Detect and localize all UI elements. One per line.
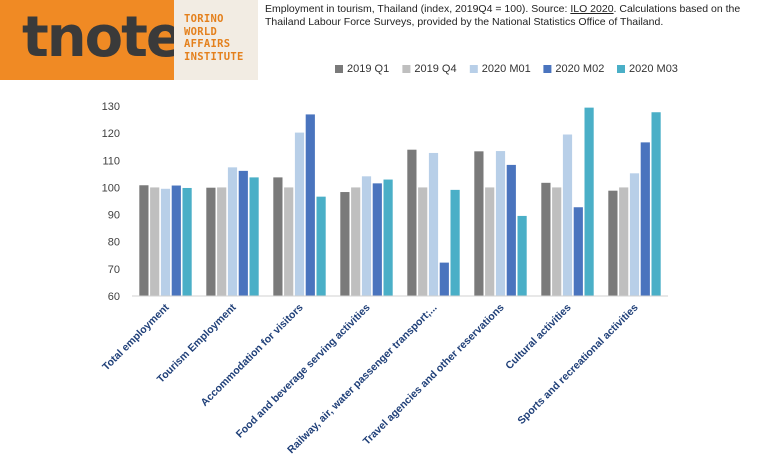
bar — [217, 187, 227, 296]
bar — [206, 187, 216, 296]
bar — [351, 187, 361, 296]
bar — [428, 152, 439, 296]
bar — [619, 187, 629, 296]
bar — [273, 177, 283, 296]
bar — [418, 187, 428, 296]
y-tick-label: 120 — [102, 128, 120, 140]
legend-label: 2020 M01 — [482, 63, 531, 75]
bar — [584, 107, 594, 296]
bar — [562, 134, 573, 296]
bar — [294, 132, 305, 296]
y-tick-label: 60 — [108, 291, 120, 303]
y-tick-label: 130 — [102, 101, 120, 113]
institute-line: WORLD — [184, 25, 218, 38]
institute-name: TORINO WORLD AFFAIRS INSTITUTE — [184, 13, 254, 63]
caption-text-2: . Calculations based on the Thailand Lab… — [265, 3, 741, 28]
bar — [171, 185, 181, 296]
bar — [407, 149, 417, 296]
bar — [629, 173, 640, 296]
y-tick-label: 110 — [102, 155, 120, 167]
bar — [506, 164, 516, 296]
legend-swatch — [617, 65, 625, 73]
x-tick-label: Food and beverage serving activities — [234, 302, 373, 441]
bar — [640, 142, 650, 296]
legend-swatch — [335, 65, 343, 73]
bar — [227, 167, 238, 296]
chart-legend: 2019 Q1 2019 Q4 2020 M01 2020 M02 2020 M03 — [335, 63, 678, 75]
bar — [541, 182, 551, 296]
bar — [160, 188, 171, 296]
legend-swatch — [469, 65, 478, 73]
institute-line: INSTITUTE — [184, 50, 244, 63]
bar — [284, 187, 294, 296]
bar — [450, 189, 460, 296]
bar — [361, 176, 372, 296]
bar — [651, 112, 661, 296]
logo-banner: tnote — [0, 0, 184, 80]
x-tick-label: Travel agencies and other reservations — [361, 302, 507, 448]
bar — [139, 185, 149, 296]
bar — [495, 151, 506, 296]
bar — [474, 151, 484, 296]
bar — [340, 192, 350, 296]
legend-label: 2019 Q4 — [414, 63, 456, 75]
bar — [552, 187, 562, 296]
bar — [316, 196, 326, 296]
figure-caption: Employment in tourism, Thailand (index, … — [265, 3, 760, 29]
bar — [517, 215, 527, 296]
x-tick-label: Cultural activities — [503, 302, 573, 372]
bar — [305, 114, 315, 297]
bar — [485, 187, 495, 296]
bar — [182, 187, 192, 296]
caption-text-1: Employment in tourism, Thailand (index, … — [265, 3, 571, 15]
y-tick-label: 100 — [102, 182, 120, 194]
x-tick-label: Railway, air, water passenger transport;… — [285, 302, 439, 456]
institute-line: AFFAIRS — [184, 38, 231, 50]
legend-label: 2020 M02 — [555, 63, 604, 75]
legend-label: 2019 Q1 — [347, 63, 389, 75]
legend-swatch — [402, 65, 411, 73]
institute-line: TORINO — [184, 13, 224, 25]
y-tick-label: 90 — [108, 210, 120, 222]
bar-group — [139, 107, 661, 297]
bar — [249, 177, 259, 296]
bar — [608, 190, 618, 296]
y-tick-label: 80 — [108, 237, 120, 249]
bar — [372, 183, 382, 296]
bar — [439, 262, 449, 296]
y-axis: 60 70 80 90 100 110 120 130 — [102, 101, 120, 303]
legend-swatch — [543, 65, 552, 73]
y-tick-label: 70 — [108, 264, 120, 276]
bar — [383, 179, 393, 296]
x-tick-label: Sports and recreational activities — [515, 302, 640, 427]
source-link[interactable]: ILO 2020 — [570, 3, 614, 15]
bar — [150, 187, 160, 296]
bar — [238, 170, 248, 296]
institute-banner: TORINO WORLD AFFAIRS INSTITUTE — [174, 0, 258, 80]
tnote-logo: tnote — [22, 5, 184, 70]
legend-label: 2020 M03 — [629, 63, 678, 75]
bar — [573, 207, 583, 296]
x-tick-label: Total employment — [100, 301, 172, 373]
